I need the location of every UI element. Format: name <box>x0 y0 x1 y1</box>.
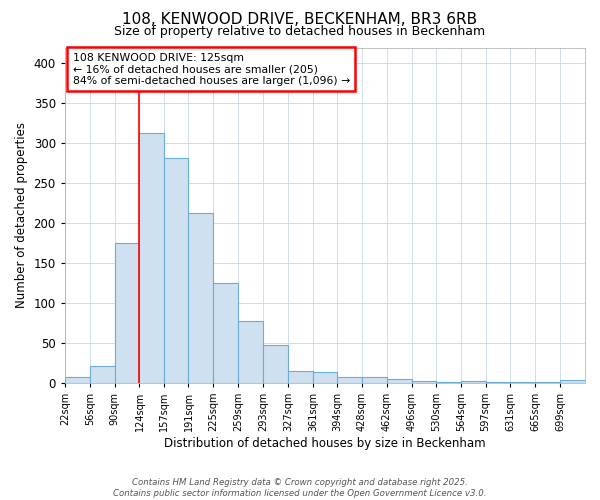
Bar <box>387 379 412 383</box>
Bar <box>288 371 313 383</box>
Bar <box>65 378 90 383</box>
Bar <box>214 283 238 383</box>
Text: 108 KENWOOD DRIVE: 125sqm
← 16% of detached houses are smaller (205)
84% of semi: 108 KENWOOD DRIVE: 125sqm ← 16% of detac… <box>73 52 350 86</box>
Bar <box>115 243 139 383</box>
Bar <box>485 382 511 383</box>
Bar <box>313 372 337 383</box>
Text: 108, KENWOOD DRIVE, BECKENHAM, BR3 6RB: 108, KENWOOD DRIVE, BECKENHAM, BR3 6RB <box>122 12 478 28</box>
Bar <box>90 366 115 383</box>
Bar <box>188 213 214 383</box>
Text: Contains HM Land Registry data © Crown copyright and database right 2025.
Contai: Contains HM Land Registry data © Crown c… <box>113 478 487 498</box>
Bar <box>461 382 485 383</box>
Bar <box>238 320 263 383</box>
Bar <box>535 382 560 383</box>
Bar <box>263 344 288 383</box>
Bar <box>139 133 164 383</box>
Bar <box>164 158 188 383</box>
Bar <box>337 376 362 383</box>
X-axis label: Distribution of detached houses by size in Beckenham: Distribution of detached houses by size … <box>164 437 486 450</box>
Bar <box>511 382 535 383</box>
Bar <box>412 380 436 383</box>
Bar <box>362 376 387 383</box>
Y-axis label: Number of detached properties: Number of detached properties <box>15 122 28 308</box>
Text: Size of property relative to detached houses in Beckenham: Size of property relative to detached ho… <box>115 25 485 38</box>
Bar <box>560 380 585 383</box>
Bar <box>436 382 461 383</box>
